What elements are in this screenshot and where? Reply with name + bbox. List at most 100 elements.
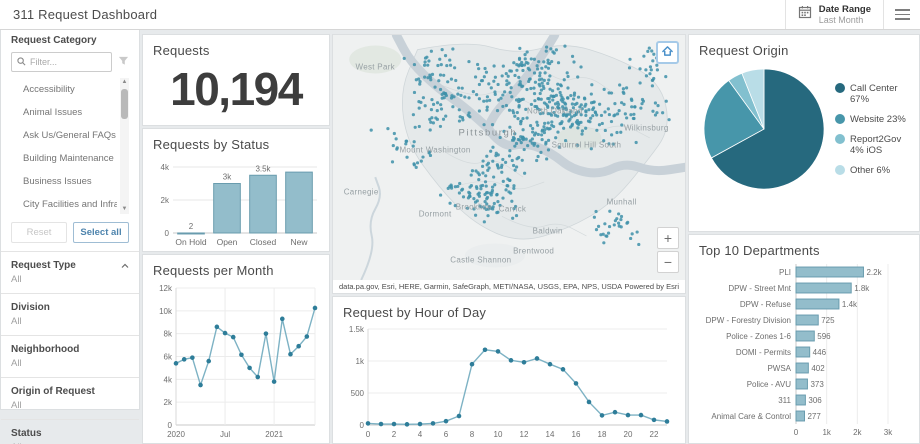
request-by-hour-panel: Request by Hour of Day 0 500 1k 1.5k 0 2 4 6 8 10… <box>332 296 686 444</box>
request-by-hour-chart: 0 500 1k 1.5k 0 2 4 6 8 10 12 14 16 18 20 22 <box>341 323 675 440</box>
svg-text:1.5k: 1.5k <box>349 325 365 334</box>
request-origin-panel: Request Origin Call Center 67% Website 23… <box>688 34 920 232</box>
legend-item[interactable]: Website 23% <box>835 113 917 125</box>
svg-text:6: 6 <box>444 430 449 439</box>
requests-per-month-title: Requests per Month <box>153 263 274 278</box>
legend-item[interactable]: Other 6% <box>835 164 917 176</box>
category-list-item[interactable]: Ask Us/General FAQs <box>23 130 116 141</box>
filter-section-neighborhood[interactable]: Neighborhood All <box>1 335 139 377</box>
svg-text:2k: 2k <box>164 398 173 407</box>
svg-text:2k: 2k <box>853 428 862 437</box>
svg-text:277: 277 <box>807 412 821 421</box>
svg-text:596: 596 <box>817 332 831 341</box>
legend-item[interactable]: Call Center 67% <box>835 82 917 105</box>
filters-panel: Filters Request Category AccessibilityAn… <box>0 0 140 444</box>
svg-text:4: 4 <box>418 430 423 439</box>
svg-text:2020: 2020 <box>167 430 185 439</box>
svg-text:Police - Zones 1-6: Police - Zones 1-6 <box>726 332 791 341</box>
category-list-item[interactable]: City Facilities and Infrastructure <box>23 199 117 210</box>
svg-text:DPW - Refuse: DPW - Refuse <box>740 300 792 309</box>
svg-text:DPW - Forestry Division: DPW - Forestry Division <box>706 316 791 325</box>
reset-button[interactable]: Reset <box>11 222 67 243</box>
scroll-down-icon[interactable]: ▼ <box>121 206 128 212</box>
legend-swatch <box>835 113 845 124</box>
map-panel: West Park Pittsburgh Mount Washington North… <box>332 34 686 294</box>
date-range-selector[interactable]: Date Range Last Month <box>784 0 884 29</box>
svg-text:4k: 4k <box>164 375 173 384</box>
requests-per-month-panel: Requests per Month 0 2k 4k 6k 8k 10k 12k 2020 Ju… <box>142 254 330 444</box>
menu-icon[interactable] <box>884 0 920 29</box>
svg-text:0: 0 <box>794 428 799 437</box>
powered-by-esri: Powered by Esri <box>624 282 679 291</box>
category-search[interactable] <box>11 52 112 72</box>
select-all-button[interactable]: Select all <box>73 222 129 243</box>
map-canvas[interactable]: West Park Pittsburgh Mount Washington North… <box>333 35 685 281</box>
chevron-up-icon <box>121 262 129 270</box>
top-departments-panel: Top 10 Departments 0 1k 2k 3k PLI 2.2k DPW - S… <box>688 234 920 444</box>
filter-section-division[interactable]: Division All <box>1 293 139 335</box>
svg-text:12: 12 <box>520 430 529 439</box>
funnel-icon[interactable] <box>118 53 129 71</box>
svg-text:2.2k: 2.2k <box>866 268 882 277</box>
requests-total-value: 10,194 <box>170 63 303 115</box>
svg-text:311: 311 <box>778 396 791 405</box>
filter-section-origin-of-request[interactable]: Origin of Request All <box>1 377 139 419</box>
svg-text:10k: 10k <box>159 307 173 316</box>
filter-section-request-type[interactable]: Request Type All <box>1 251 139 293</box>
svg-text:3.5k: 3.5k <box>255 164 271 173</box>
request-origin-pie <box>703 68 825 190</box>
svg-text:446: 446 <box>813 348 827 357</box>
svg-text:Police - AVU: Police - AVU <box>747 380 792 389</box>
requests-by-status-chart: 0 2k 4k 2 On Hold 3k Open 3.5k Closed New <box>149 153 323 248</box>
category-filter-input[interactable] <box>30 57 106 67</box>
svg-text:Closed: Closed <box>250 237 277 247</box>
category-scrollbar[interactable]: ▲ ▼ <box>120 78 129 214</box>
zoom-in-button[interactable]: + <box>657 227 679 249</box>
svg-text:8: 8 <box>470 430 475 439</box>
scroll-thumb[interactable] <box>121 89 128 119</box>
svg-text:725: 725 <box>821 316 835 325</box>
zoom-out-button[interactable]: − <box>657 251 679 273</box>
search-icon <box>17 53 26 71</box>
svg-text:Jul: Jul <box>220 430 230 439</box>
header: 311 Request Dashboard Date Range Last Mo… <box>0 0 920 30</box>
home-icon <box>661 44 674 62</box>
home-button[interactable] <box>656 41 679 64</box>
requests-title: Requests <box>153 43 210 58</box>
legend-label: Report2Gov 4% iOS <box>850 133 902 156</box>
svg-text:16: 16 <box>572 430 581 439</box>
svg-text:Open: Open <box>217 237 238 247</box>
svg-text:0: 0 <box>165 229 170 238</box>
filter-section-status[interactable]: Status All <box>1 419 139 444</box>
legend-label: Call Center 67% <box>850 82 898 105</box>
filter-section-value: All <box>11 316 22 327</box>
svg-text:1.8k: 1.8k <box>854 284 870 293</box>
category-list-item[interactable]: Animal Issues <box>23 107 83 118</box>
requests-per-month-chart: 0 2k 4k 6k 8k 10k 12k 2020 Jul 2021 <box>149 282 323 440</box>
category-list-item[interactable]: Building Maintenance <box>23 153 114 164</box>
requests-panel: Requests 10,194 <box>142 34 330 126</box>
svg-text:2k: 2k <box>161 196 170 205</box>
attribution-text: data.pa.gov, Esri, HERE, Garmin, SafeGra… <box>339 282 623 291</box>
request-category-label: Request Category <box>11 35 97 46</box>
legend-swatch <box>835 82 845 93</box>
requests-by-status-title: Requests by Status <box>153 137 270 152</box>
date-range-value: Last Month <box>818 15 864 25</box>
legend-item[interactable]: Report2Gov 4% iOS <box>835 133 917 156</box>
top-departments-title: Top 10 Departments <box>699 243 820 258</box>
svg-text:Animal Care & Control: Animal Care & Control <box>711 412 791 421</box>
scroll-up-icon[interactable]: ▲ <box>121 79 128 85</box>
svg-text:2: 2 <box>189 222 194 231</box>
page-title: 311 Request Dashboard <box>13 7 158 22</box>
svg-text:8k: 8k <box>164 330 173 339</box>
filter-section-label: Origin of Request <box>11 386 95 397</box>
category-list-item[interactable]: Accessibility <box>23 84 75 95</box>
legend-swatch <box>835 133 845 144</box>
svg-text:1.4k: 1.4k <box>842 300 858 309</box>
svg-text:6k: 6k <box>164 353 173 362</box>
category-list: Accessibility Animal Issues Ask Us/General… <box>11 78 117 214</box>
request-by-hour-title: Request by Hour of Day <box>343 305 487 320</box>
category-list-item[interactable]: Business Issues <box>23 176 92 187</box>
svg-text:10: 10 <box>494 430 503 439</box>
svg-text:New: New <box>290 237 308 247</box>
